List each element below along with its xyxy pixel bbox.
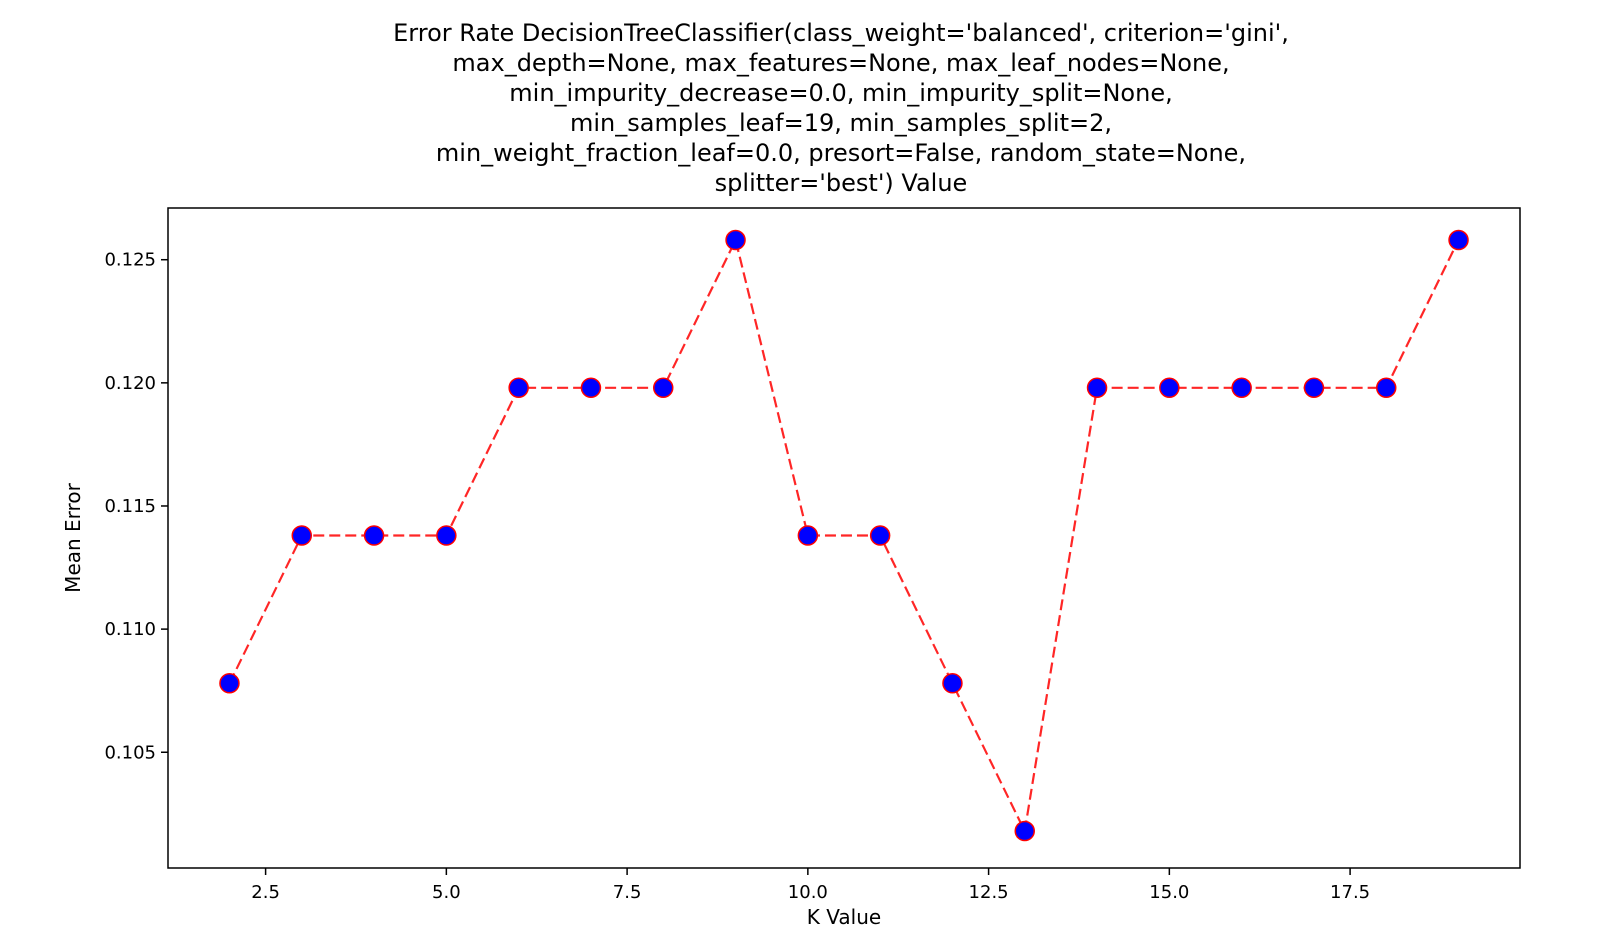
chart-title-line: min_impurity_decrease=0.0, min_impurity_… bbox=[509, 79, 1173, 107]
data-point bbox=[869, 525, 891, 546]
series-line bbox=[228, 236, 1460, 835]
data-point bbox=[363, 525, 385, 546]
chart-title-line: min_weight_fraction_leaf=0.0, presort=Fa… bbox=[435, 139, 1247, 167]
data-point bbox=[580, 377, 602, 399]
data-point bbox=[219, 673, 240, 694]
y-tick-label: 0.115 bbox=[104, 496, 156, 517]
data-point bbox=[1014, 820, 1035, 842]
x-axis-label: K Value bbox=[807, 905, 881, 929]
data-point bbox=[436, 525, 457, 546]
data-point bbox=[1303, 377, 1325, 399]
y-tick-label: 0.120 bbox=[104, 373, 156, 394]
data-point bbox=[1448, 229, 1469, 251]
x-tick-label: 2.5 bbox=[251, 882, 280, 903]
y-tick-label: 0.110 bbox=[104, 619, 156, 640]
y-tick-label: 0.105 bbox=[104, 742, 156, 763]
data-point bbox=[291, 525, 313, 546]
data-point bbox=[797, 525, 819, 546]
y-axis-label: Mean Error bbox=[61, 482, 85, 592]
x-tick-label: 12.5 bbox=[969, 882, 1009, 903]
x-tick-label: 17.5 bbox=[1330, 882, 1370, 903]
data-point bbox=[942, 673, 963, 694]
data-point bbox=[1086, 377, 1108, 399]
chart-title: Error Rate DecisionTreeClassifier(class_… bbox=[300, 18, 1382, 198]
y-tick-label: 0.125 bbox=[104, 250, 156, 271]
x-tick-label: 7.5 bbox=[613, 882, 642, 903]
x-tick-label: 5.0 bbox=[432, 882, 461, 903]
data-point bbox=[508, 377, 529, 399]
chart-title-line: max_depth=None, max_features=None, max_l… bbox=[452, 49, 1230, 77]
data-point bbox=[725, 229, 746, 251]
chart-title-line: splitter='best') Value bbox=[714, 169, 968, 197]
x-axis: 2.5 5.0 7.5 10.0 12.5 15.0 17.5 bbox=[251, 868, 1370, 903]
data-point bbox=[1231, 377, 1252, 399]
x-tick-label: 10.0 bbox=[788, 882, 828, 903]
data-point bbox=[653, 377, 674, 399]
data-point bbox=[1375, 377, 1397, 399]
plot-area-frame bbox=[167, 207, 1521, 869]
chart-title-line: min_samples_leaf=19, min_samples_split=2… bbox=[569, 109, 1113, 137]
y-axis: 0.105 0.110 0.115 0.120 0.125 bbox=[104, 250, 168, 763]
data-point bbox=[1159, 377, 1180, 399]
chart-title-line: Error Rate DecisionTreeClassifier(class_… bbox=[393, 19, 1289, 47]
x-tick-label: 15.0 bbox=[1149, 882, 1189, 903]
series-markers bbox=[219, 229, 1469, 842]
